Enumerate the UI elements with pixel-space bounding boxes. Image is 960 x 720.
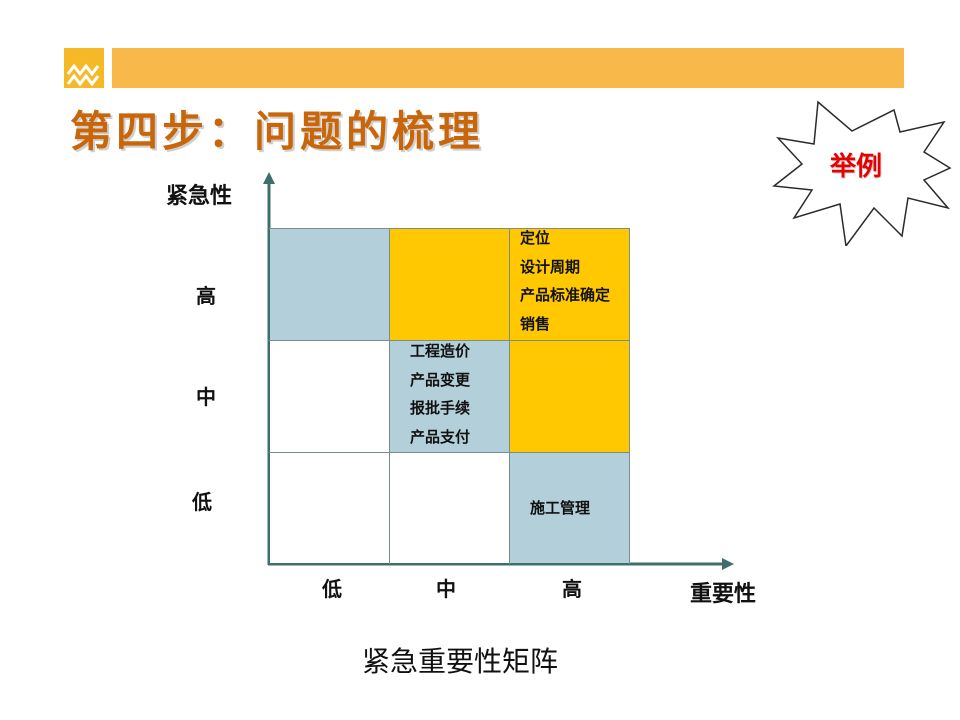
y-tick-medium: 中 [196,385,216,409]
example-badge-label: 举例 [830,152,883,182]
x-axis-label: 重要性 [690,582,757,607]
grid-line-col2 [509,228,510,564]
x-tick-medium: 中 [436,577,456,601]
cell-mid-urgency-low-importance [270,341,389,452]
x-axis-arrow [722,558,734,570]
cell-high-urgency-low-importance [270,229,389,340]
grid-line-top [269,228,630,229]
matrix-caption: 紧急重要性矩阵 [362,645,559,678]
x-tick-low: 低 [322,577,342,601]
grid-line-col1 [389,228,390,564]
bottom-right-cell-item: 施工管理 [530,499,591,517]
top-right-cell-items: 定位 设计周期 产品标准确定 销售 [520,224,610,338]
cell-mid-urgency-mid-importance [390,341,509,452]
grid-line-right [629,228,630,564]
list-item: 工程造价 [410,342,471,360]
grid-line-row1 [269,340,630,341]
list-item: 报批手续 [410,399,471,417]
list-item: 定位 [520,229,551,247]
middle-center-cell-items: 工程造价 产品变更 报批手续 产品支付 [410,337,470,451]
y-axis-label: 紧急性 [166,184,233,209]
header-banner [112,48,904,88]
list-item: 销售 [520,314,551,333]
list-item: 产品标准确定 [520,286,611,304]
starburst-badge [772,100,952,246]
list-item: 产品支付 [410,427,471,446]
cell-high-urgency-high-importance [510,229,629,340]
cell-low-urgency-mid-importance [390,453,509,563]
y-axis-arrow [263,172,275,184]
y-tick-high: 高 [196,284,216,308]
x-tick-high: 高 [562,577,582,601]
cell-low-urgency-low-importance [270,453,389,563]
list-item: 设计周期 [520,257,581,276]
logo-icon [64,48,104,88]
cell-high-urgency-mid-importance [390,229,509,340]
grid-line-row2 [269,452,630,453]
y-tick-low: 低 [192,490,212,514]
cell-mid-urgency-high-importance [510,341,629,452]
list-item: 产品变更 [410,370,471,389]
cell-low-urgency-high-importance [510,453,629,563]
slide-title: 第四步：问题的梳理 [70,107,485,156]
